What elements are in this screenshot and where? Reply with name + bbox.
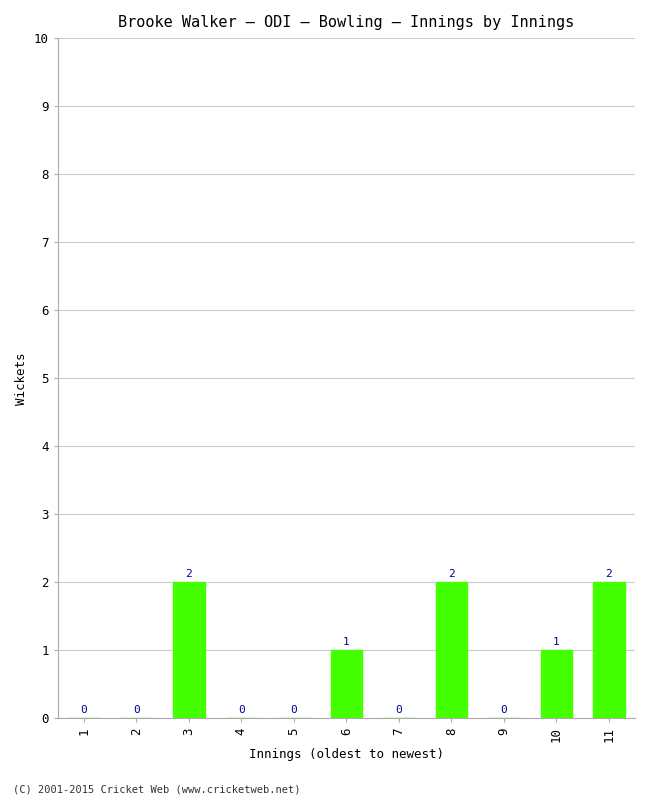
Text: 1: 1 [553,637,560,647]
Text: 0: 0 [238,705,244,715]
Text: 2: 2 [185,569,192,579]
Text: 0: 0 [500,705,507,715]
Text: 0: 0 [133,705,140,715]
Text: 0: 0 [291,705,297,715]
Text: 0: 0 [81,705,87,715]
Bar [541,650,572,718]
Bar [173,582,205,718]
Text: 0: 0 [395,705,402,715]
X-axis label: Innings (oldest to newest): Innings (oldest to newest) [249,748,444,761]
Y-axis label: Wickets: Wickets [15,352,28,405]
Text: (C) 2001-2015 Cricket Web (www.cricketweb.net): (C) 2001-2015 Cricket Web (www.cricketwe… [13,784,300,794]
Bar [593,582,625,718]
Bar [436,582,467,718]
Bar [331,650,362,718]
Text: 2: 2 [448,569,454,579]
Text: 2: 2 [605,569,612,579]
Text: 1: 1 [343,637,350,647]
Title: Brooke Walker – ODI – Bowling – Innings by Innings: Brooke Walker – ODI – Bowling – Innings … [118,15,575,30]
